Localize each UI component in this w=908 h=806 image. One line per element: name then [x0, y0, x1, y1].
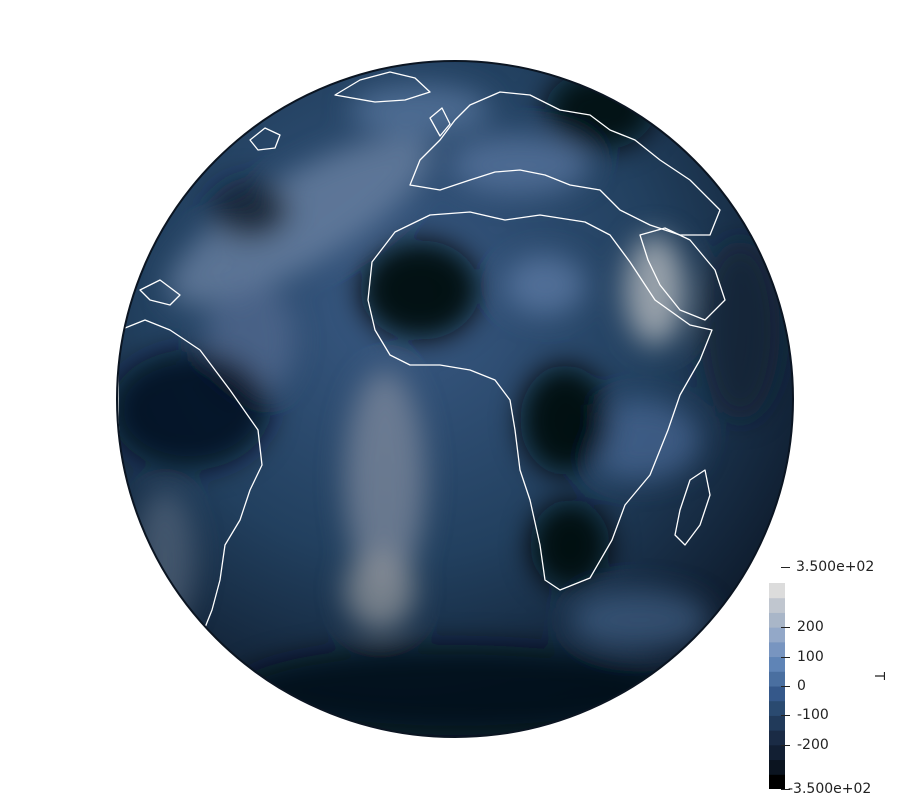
- colorbar-band: [769, 686, 785, 702]
- colorbar-band: [769, 656, 785, 672]
- colorbar-tick: [781, 686, 790, 687]
- colorbar: [769, 583, 785, 789]
- colorbar-tick: [781, 657, 790, 658]
- colorbar-band: [769, 700, 785, 716]
- colorbar-min-label: -3.500e+02: [788, 781, 872, 797]
- globe-rim: [116, 60, 794, 738]
- colorbar-band: [769, 671, 785, 687]
- colorbar-tick: [781, 715, 790, 716]
- colorbar-tick-label: 200: [797, 619, 824, 635]
- colorbar-tick-label: 0: [797, 678, 806, 694]
- temperature-field: [117, 70, 780, 735]
- colorbar-tick: [781, 627, 790, 628]
- colorbar-band: [769, 715, 785, 731]
- colorbar-min-tick: [781, 789, 790, 790]
- colorbar-tick: [781, 745, 790, 746]
- colorbar-tick-label: -100: [797, 707, 829, 723]
- colorbar-band: [769, 597, 785, 613]
- colorbar-band: [769, 612, 785, 628]
- colorbar-band: [769, 774, 785, 789]
- colorbar-band: [769, 744, 785, 761]
- colorbar-tick-label: -200: [797, 737, 829, 753]
- colorbar-band: [769, 583, 785, 599]
- colorbar-band: [769, 759, 785, 775]
- colorbar-tick-label: 100: [797, 649, 824, 665]
- colorbar-band: [769, 641, 785, 658]
- colorbar-band: [769, 730, 785, 746]
- colorbar-max-label: 3.500e+02: [796, 559, 875, 575]
- colorbar-max-tick: [781, 567, 790, 568]
- colorbar-band: [769, 627, 785, 643]
- colorbar-title: T: [871, 672, 886, 680]
